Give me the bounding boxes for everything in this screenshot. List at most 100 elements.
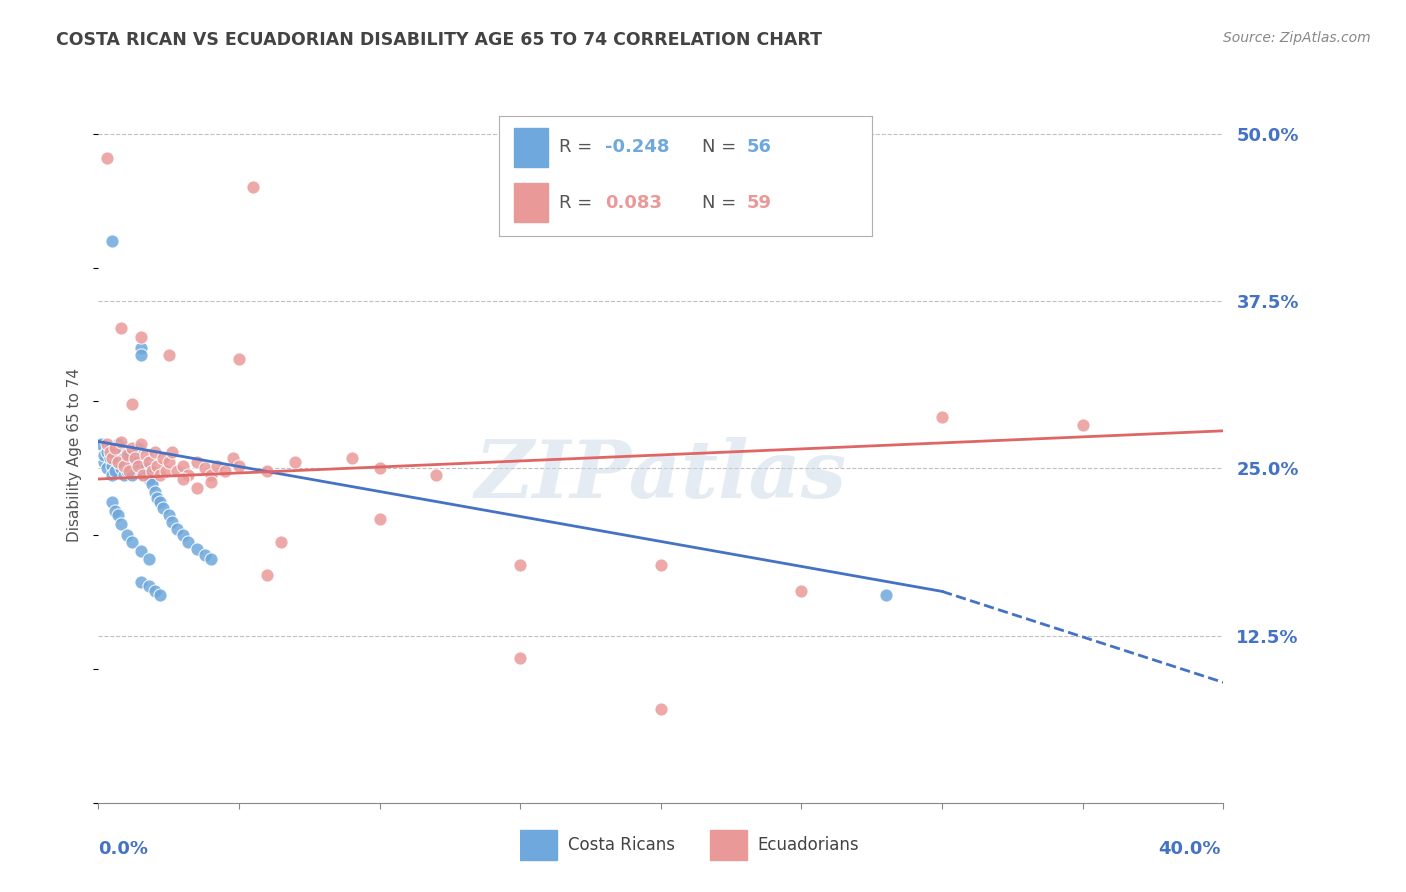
Text: 0.083: 0.083 [606,194,662,211]
Point [650,702,672,716]
Point [101,450,124,465]
Point [157,455,180,469]
Point [107,508,129,523]
Point [157,508,180,523]
Point [177,468,200,483]
Point [115,455,138,469]
Point [132,468,155,483]
Text: ZIPatlas: ZIPatlas [475,437,846,515]
Point [110,434,132,449]
Point [200,552,222,566]
Point [509,651,531,665]
Point [205,458,228,473]
Point [135,461,157,475]
Point [228,458,250,473]
Point [222,450,245,465]
Point [160,445,183,459]
Text: R =: R = [558,194,598,211]
FancyBboxPatch shape [710,830,747,860]
Text: Source: ZipAtlas.com: Source: ZipAtlas.com [1223,31,1371,45]
Point [138,455,160,469]
Point [160,515,183,529]
Point [138,472,160,486]
Point [118,464,141,478]
Point [98,442,121,456]
Point [141,464,163,478]
Point [650,558,672,572]
Point [149,494,172,508]
Point [96,445,118,459]
Point [425,468,447,483]
Point [98,450,121,465]
Point [129,348,152,362]
Point [104,442,127,456]
Text: 59: 59 [747,194,772,211]
Point [200,468,222,483]
Point [129,544,152,558]
Point [152,450,174,465]
Point [135,448,157,462]
Point [155,464,177,478]
Point [194,548,217,563]
Point [194,461,217,475]
Point [115,464,138,478]
Point [110,321,132,335]
Point [149,468,172,483]
Point [107,455,129,469]
Point [875,589,897,603]
Point [112,458,135,473]
Point [115,448,138,462]
Point [121,397,143,411]
Text: N =: N = [702,137,742,156]
Text: R =: R = [558,137,598,156]
Point [129,341,152,355]
Point [112,450,135,465]
Point [340,450,363,465]
Point [96,151,118,165]
Point [127,458,149,473]
Point [104,464,127,478]
Point [101,234,124,248]
Text: Costa Ricans: Costa Ricans [568,836,675,855]
Point [141,477,163,491]
Point [138,552,160,566]
Point [107,437,129,451]
Point [143,584,166,599]
Point [115,528,138,542]
Point [149,589,172,603]
Point [790,584,813,599]
Point [138,579,160,593]
Point [186,541,208,556]
Point [110,461,132,475]
Point [242,180,264,194]
Point [121,458,143,473]
Point [104,448,127,462]
FancyBboxPatch shape [515,128,547,167]
Point [118,448,141,462]
Point [124,455,146,469]
Text: 0.0%: 0.0% [98,840,149,858]
Point [129,575,152,590]
Text: Ecuadorians: Ecuadorians [758,836,859,855]
Point [186,455,208,469]
Point [132,468,155,483]
Point [146,458,169,473]
Point [368,461,391,475]
Point [186,482,208,496]
Point [152,501,174,516]
Text: COSTA RICAN VS ECUADORIAN DISABILITY AGE 65 TO 74 CORRELATION CHART: COSTA RICAN VS ECUADORIAN DISABILITY AGE… [56,31,823,49]
Point [101,494,124,508]
Point [107,455,129,469]
Point [166,464,188,478]
Point [127,442,149,456]
Point [1071,418,1094,433]
Point [129,437,152,451]
Point [172,472,194,486]
Point [172,528,194,542]
Point [172,458,194,473]
Point [98,445,121,459]
Point [143,485,166,500]
Y-axis label: Disability Age 65 to 74: Disability Age 65 to 74 [67,368,83,542]
Point [270,535,292,549]
Point [368,512,391,526]
